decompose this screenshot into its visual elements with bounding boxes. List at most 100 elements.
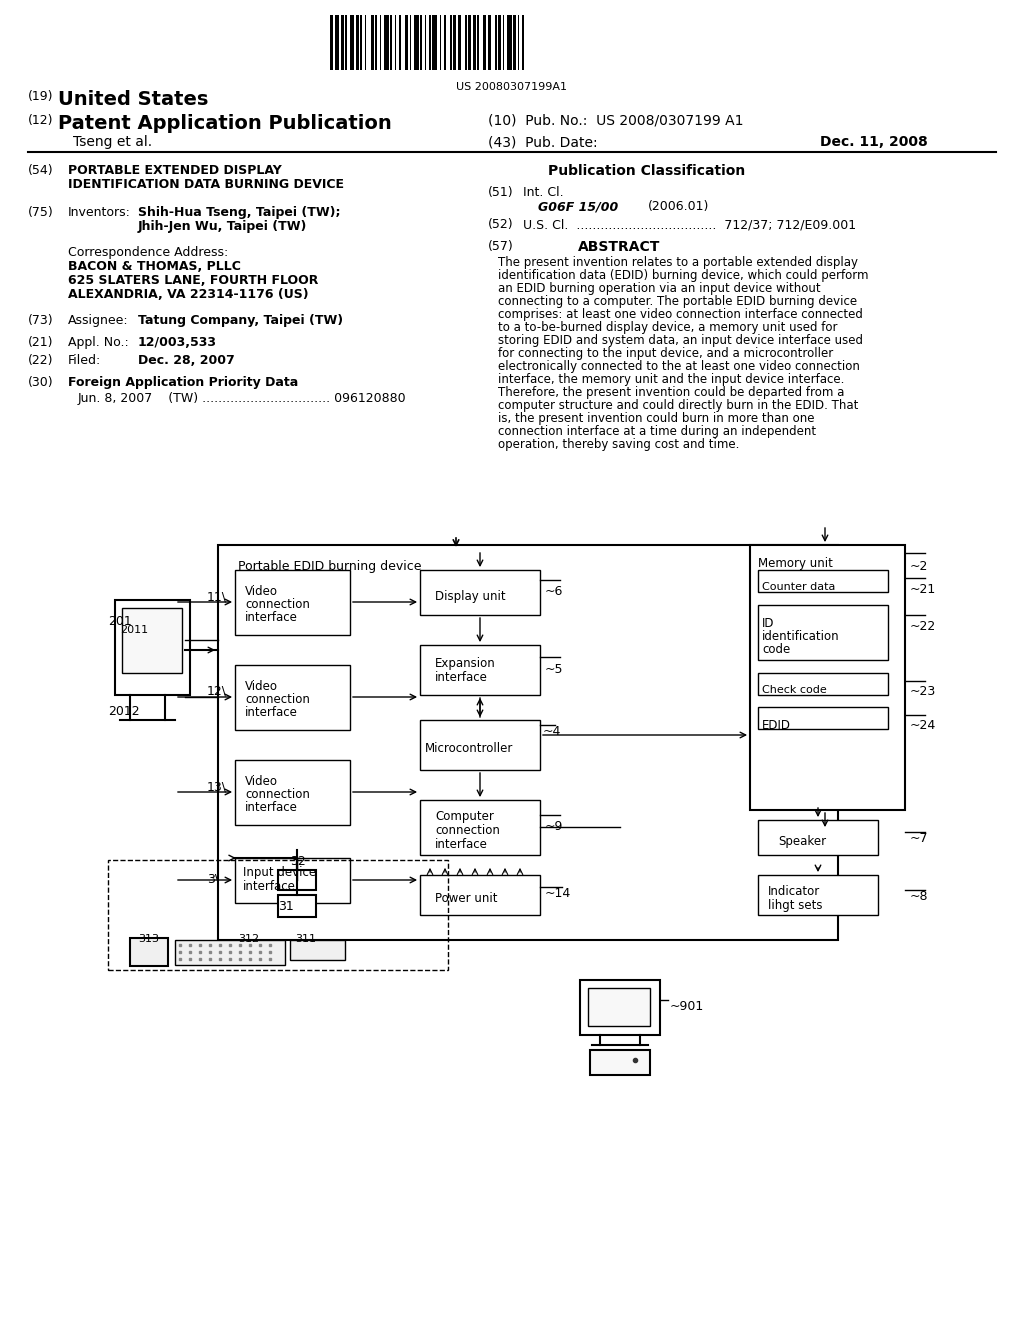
Bar [355,15,358,70]
Bar [290,940,345,960]
Bar [486,15,487,70]
Text: Indicator: Indicator [768,884,820,898]
Text: 201: 201 [108,615,132,628]
Bar [445,15,450,70]
Bar [472,15,475,70]
Bar [422,15,425,70]
Text: ~901: ~901 [670,1001,705,1012]
Bar [758,605,888,660]
Text: ~23: ~23 [910,685,936,698]
Bar [490,15,495,70]
Bar [456,15,458,70]
Text: interface: interface [435,671,487,684]
Bar [517,15,519,70]
Text: for connecting to the input device, and a microcontroller: for connecting to the input device, and … [498,347,834,360]
Bar [468,15,471,70]
Text: Foreign Application Priority Data: Foreign Application Priority Data [68,376,298,389]
Text: (19): (19) [28,90,53,103]
Text: Appl. No.:: Appl. No.: [68,337,129,348]
Text: U.S. Cl.  ...................................  712/37; 712/E09.001: U.S. Cl. ...............................… [523,218,856,231]
Text: 13\: 13\ [207,780,227,793]
Text: BACON & THOMAS, PLLC: BACON & THOMAS, PLLC [68,260,241,273]
Text: interface: interface [245,611,298,624]
Text: (54): (54) [28,164,53,177]
Text: (2006.01): (2006.01) [648,201,710,213]
Text: connection: connection [245,788,310,801]
Bar [461,15,465,70]
Bar [420,875,540,915]
Text: Tatung Company, Taipei (TW): Tatung Company, Taipei (TW) [138,314,343,327]
Text: 311: 311 [295,935,316,944]
Text: 2012: 2012 [108,705,139,718]
Bar [758,673,888,696]
Text: ALEXANDRIA, VA 22314-1176 (US): ALEXANDRIA, VA 22314-1176 (US) [68,288,308,301]
Text: (22): (22) [28,354,53,367]
Text: Correspondence Address:: Correspondence Address: [68,246,228,259]
Text: Video: Video [245,775,278,788]
Text: United States: United States [58,90,208,110]
Bar [487,15,490,70]
Bar [758,570,888,591]
Bar [432,15,436,70]
Bar [436,15,439,70]
Bar [388,15,390,70]
Bar [420,719,540,770]
Text: comprises: at least one video connection interface connected: comprises: at least one video connection… [498,308,863,321]
Bar [406,15,408,70]
Bar [366,15,371,70]
Text: ~7: ~7 [910,832,929,845]
Bar [425,15,426,70]
Text: ~6: ~6 [545,585,563,598]
Bar [758,875,878,915]
Bar [380,15,381,70]
Bar [452,15,453,70]
Bar [339,15,341,70]
Bar [420,570,540,615]
Bar [503,15,504,70]
Text: 12/003,533: 12/003,533 [138,337,217,348]
Bar [360,15,361,70]
Bar [467,15,468,70]
Bar [218,545,838,940]
Bar [400,15,406,70]
Text: 12\: 12\ [207,685,227,698]
Text: Display unit: Display unit [435,590,506,603]
Bar [411,15,414,70]
Text: an EDID burning operation via an input device without: an EDID burning operation via an input d… [498,282,820,294]
Bar [498,15,501,70]
Text: interface: interface [243,880,296,894]
Text: Expansion: Expansion [435,657,496,671]
Bar [420,645,540,696]
Bar [450,15,452,70]
Bar [750,545,905,810]
Bar [122,609,182,673]
Bar [391,15,394,70]
Text: 312: 312 [238,935,259,944]
Text: Patent Application Publication: Patent Application Publication [58,114,392,133]
Text: interface: interface [435,838,487,851]
Text: Memory unit: Memory unit [758,557,833,570]
Text: is, the present invention could burn in more than one: is, the present invention could burn in … [498,412,814,425]
Text: (75): (75) [28,206,53,219]
Bar [330,15,333,70]
Text: Jhih-Jen Wu, Taipei (TW): Jhih-Jen Wu, Taipei (TW) [138,220,307,234]
Text: ~5: ~5 [545,663,563,676]
Text: connection: connection [435,824,500,837]
Text: (12): (12) [28,114,53,127]
Text: Int. Cl.: Int. Cl. [523,186,563,199]
Bar [408,15,410,70]
Bar [333,15,335,70]
Bar [381,15,384,70]
Text: interface: interface [245,801,298,814]
Text: Filed:: Filed: [68,354,101,367]
Text: G06F 15/00: G06F 15/00 [538,201,618,213]
Bar [374,15,375,70]
Bar [523,15,528,70]
Bar [507,15,512,70]
Bar [580,979,660,1035]
Text: interface, the memory unit and the input device interface.: interface, the memory unit and the input… [498,374,845,385]
Text: Dec. 28, 2007: Dec. 28, 2007 [138,354,234,367]
Text: (21): (21) [28,337,53,348]
Bar [519,15,522,70]
Text: ~22: ~22 [910,620,936,634]
